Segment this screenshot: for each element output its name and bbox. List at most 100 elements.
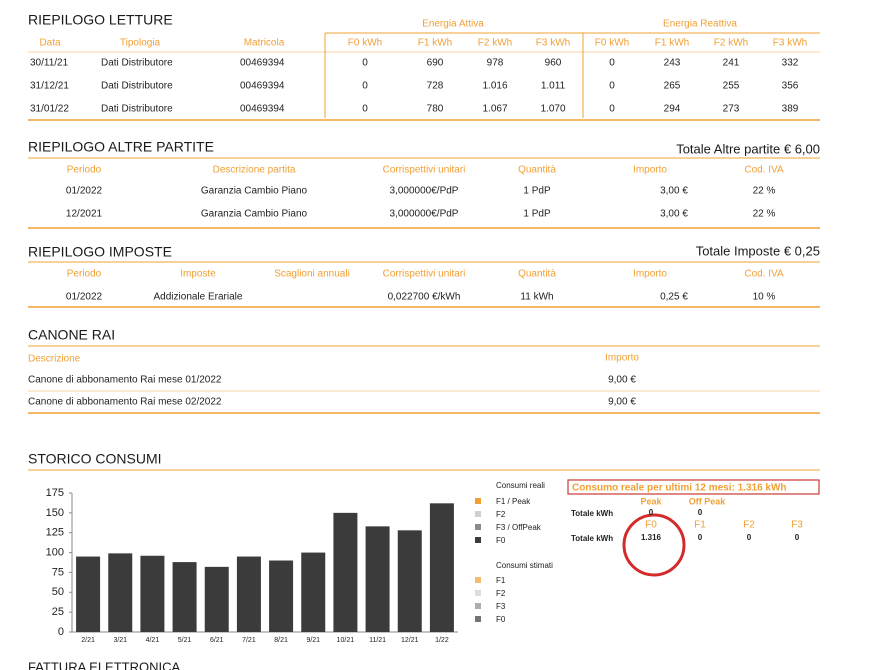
table-cell: 0	[609, 104, 615, 115]
legend-title: Consumi reali	[496, 481, 545, 490]
legend-label: F2	[496, 589, 506, 598]
y-tick-label: 125	[46, 527, 64, 539]
y-tick-label: 175	[46, 487, 64, 499]
x-tick-label: 8/21	[274, 637, 288, 644]
legend-label: F1 / Peak	[496, 497, 531, 506]
x-tick-label: 4/21	[146, 637, 160, 644]
bar	[397, 530, 422, 632]
column-header: Quantità	[518, 269, 556, 280]
x-tick-label: 10/21	[337, 637, 355, 644]
y-tick-label: 0	[58, 626, 64, 638]
table-cell: 0,022700 €/kWh	[388, 292, 461, 303]
table-cell: 1 PdP	[523, 209, 551, 220]
table-cell: 255	[723, 81, 740, 92]
legend-title: Consumi stimati	[496, 561, 553, 570]
x-tick-label: 11/21	[369, 637, 386, 644]
table-cell: 960	[545, 58, 562, 69]
section-title: RIEPILOGO IMPOSTE	[28, 244, 172, 260]
table-cell: 332	[782, 58, 799, 69]
table-cell: 22 %	[753, 209, 776, 220]
column-header: F3	[791, 520, 803, 531]
x-tick-label: 2/21	[81, 637, 95, 644]
table-cell: 294	[664, 104, 681, 115]
highlight-circle	[622, 513, 686, 577]
column-header: F1 kWh	[655, 38, 689, 49]
group-header: Energia Reattiva	[663, 19, 737, 30]
bar	[236, 556, 261, 632]
table-cell: 0,25 €	[660, 292, 688, 303]
table-cell: 0	[609, 81, 615, 92]
table-cell: 978	[487, 58, 504, 69]
bar	[76, 556, 101, 632]
table-cell: 356	[782, 81, 799, 92]
table-cell: 12/2021	[66, 209, 103, 220]
bar	[108, 553, 133, 632]
column-header: F3 kWh	[773, 38, 807, 49]
section-total: Totale Altre partite € 6,00	[676, 141, 820, 156]
table-cell: 0	[698, 533, 703, 542]
x-tick-label: 6/21	[210, 637, 224, 644]
column-header: Descrizione partita	[213, 165, 296, 176]
table-cell: 3,000000€/PdP	[390, 209, 459, 220]
section-title: STORICO CONSUMI	[28, 451, 162, 467]
table-cell: 690	[427, 58, 444, 69]
table-cell: 22 %	[753, 186, 776, 197]
column-header: Data	[39, 38, 61, 49]
legend-swatch	[475, 590, 481, 596]
table-cell: 9,00 €	[608, 375, 636, 386]
table-cell: 1.067	[482, 104, 507, 115]
legend-swatch	[475, 524, 481, 530]
column-header: F2 kWh	[714, 38, 748, 49]
summary-text: Consumo reale per ultimi 12 mesi: 1.316 …	[572, 483, 787, 494]
table-cell: Addizionale Erariale	[154, 292, 243, 303]
section-title: CANONE RAI	[28, 327, 115, 343]
column-header: Off Peak	[689, 496, 727, 506]
table-cell: 1.016	[482, 81, 507, 92]
table-cell: Canone di abbonamento Rai mese 02/2022	[28, 397, 222, 408]
legend-label: F2	[496, 510, 506, 519]
y-tick-label: 50	[52, 586, 64, 598]
column-header: Peak	[640, 496, 662, 506]
column-header: F2 kWh	[478, 38, 512, 49]
table-cell: 0	[698, 508, 703, 517]
section-title: RIEPILOGO ALTRE PARTITE	[28, 139, 214, 155]
column-header: Corrispettivi unitari	[383, 269, 466, 280]
table-cell: 0	[649, 508, 654, 517]
row-label: Totale kWh	[571, 509, 613, 518]
column-header: Imposte	[180, 269, 216, 280]
x-tick-label: 3/21	[113, 637, 127, 644]
bar	[429, 503, 454, 632]
table-cell: 0	[362, 81, 368, 92]
table-cell: Dati Distributore	[101, 104, 173, 115]
column-header: F1	[694, 520, 706, 531]
bar	[301, 552, 326, 632]
footer-title: FATTURA ELETTRONICA	[28, 659, 180, 670]
column-header: Importo	[605, 353, 639, 364]
legend-label: F0	[496, 536, 506, 545]
table-cell: 265	[664, 81, 681, 92]
column-header: Corrispettivi unitari	[383, 165, 466, 176]
column-header: Scaglioni annuali	[274, 269, 350, 280]
bar	[140, 555, 165, 632]
table-cell: 9,00 €	[608, 397, 636, 408]
y-tick-label: 150	[46, 507, 64, 519]
table-cell: 01/2022	[66, 292, 103, 303]
column-header: Tipologia	[120, 38, 161, 49]
column-header: F0 kWh	[348, 38, 382, 49]
column-header: Cod. IVA	[744, 165, 784, 176]
table-cell: 728	[427, 81, 444, 92]
legend-label: F0	[496, 615, 506, 624]
y-tick-label: 25	[52, 606, 64, 618]
table-cell: 31/01/22	[30, 104, 69, 115]
table-cell: 01/2022	[66, 186, 103, 197]
table-cell: 1.070	[540, 104, 565, 115]
x-tick-label: 9/21	[306, 637, 320, 644]
column-header: Descrizione	[28, 354, 81, 365]
table-cell: 00469394	[240, 104, 285, 115]
table-cell: 273	[723, 104, 740, 115]
legend-label: F1	[496, 576, 506, 585]
bar	[333, 512, 358, 632]
column-header: Quantità	[518, 165, 556, 176]
table-cell: 1 PdP	[523, 186, 551, 197]
table-cell: 10 %	[753, 292, 776, 303]
